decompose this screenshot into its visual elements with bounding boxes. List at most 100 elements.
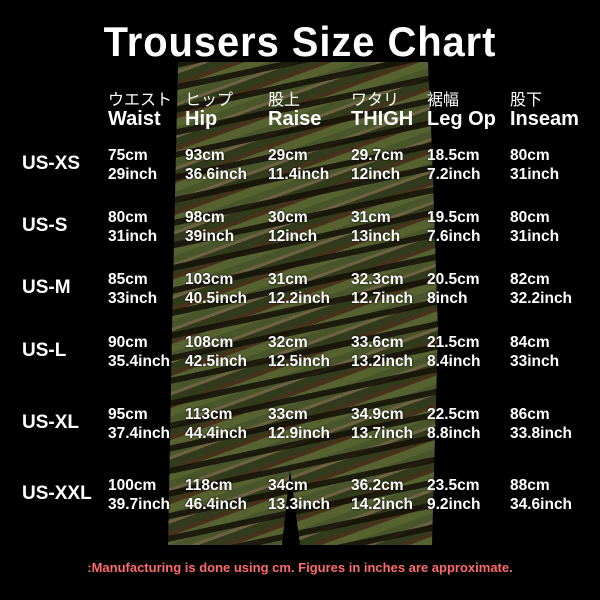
table-cell: 29cm 11.4inch xyxy=(268,146,329,184)
table-cell: 75cm 29inch xyxy=(108,146,157,184)
inch-value: 31inch xyxy=(510,166,560,183)
page-title: Trousers Size Chart xyxy=(103,18,497,65)
inch-value: 44.4inch xyxy=(185,425,248,442)
cm-value: 86cm xyxy=(510,406,550,423)
cm-value: 32.3cm xyxy=(351,271,404,288)
column-header: THIGH xyxy=(351,108,414,130)
table-cell: 23.5cm 9.2inch xyxy=(427,476,480,514)
table-cell: 19.5cm 7.6inch xyxy=(427,208,480,246)
inch-value: 14.2inch xyxy=(351,496,414,513)
inch-value: 35.4inch xyxy=(108,353,171,370)
table-cell: 85cm 33inch xyxy=(108,270,157,308)
inch-value: 13.3inch xyxy=(268,496,331,513)
inch-value: 12.2inch xyxy=(268,290,331,307)
column-header-jp: 股上 xyxy=(268,90,301,109)
inch-value: 32.2inch xyxy=(510,290,573,307)
size-label: US-XL xyxy=(22,412,79,433)
table-cell: 34.9cm 13.7inch xyxy=(351,405,413,443)
size-label: US-M xyxy=(22,277,71,298)
table-cell: 93cm 36.6inch xyxy=(185,146,247,184)
inch-value: 12inch xyxy=(268,228,318,245)
table-cell: 90cm 35.4inch xyxy=(108,333,170,371)
table-cell: 29.7cm 12inch xyxy=(351,146,404,184)
inch-value: 8.8inch xyxy=(427,425,481,442)
table-cell: 108cm 42.5inch xyxy=(185,333,247,371)
cm-value: 80cm xyxy=(510,147,550,164)
column-header: Leg Op xyxy=(427,108,496,130)
cm-value: 31cm xyxy=(351,209,391,226)
cm-value: 33.6cm xyxy=(351,334,404,351)
column-header-jp: 裾幅 xyxy=(427,90,460,109)
cm-value: 93cm xyxy=(185,147,225,164)
cm-value: 75cm xyxy=(108,147,148,164)
column-header-jp: ヒップ xyxy=(185,90,234,109)
inch-value: 33.8inch xyxy=(510,425,573,442)
cm-value: 31cm xyxy=(268,271,308,288)
inch-value: 39.7inch xyxy=(108,496,171,513)
cm-value: 95cm xyxy=(108,406,148,423)
cm-value: 22.5cm xyxy=(427,406,480,423)
cm-value: 90cm xyxy=(108,334,148,351)
table-cell: 18.5cm 7.2inch xyxy=(427,146,480,184)
inch-value: 36.6inch xyxy=(185,166,248,183)
table-cell: 80cm 31inch xyxy=(510,146,559,184)
cm-value: 85cm xyxy=(108,271,148,288)
size-label: US-XS xyxy=(22,153,81,174)
inch-value: 46.4inch xyxy=(185,496,248,513)
inch-value: 31inch xyxy=(510,228,560,245)
table-cell: 80cm 31inch xyxy=(108,208,157,246)
cm-value: 36.2cm xyxy=(351,477,404,494)
inch-value: 12.5inch xyxy=(268,353,331,370)
cm-value: 108cm xyxy=(185,334,234,351)
size-label: US-S xyxy=(22,215,68,236)
table-cell: 30cm 12inch xyxy=(268,208,317,246)
cm-value: 103cm xyxy=(185,271,234,288)
table-cell: 118cm 46.4inch xyxy=(185,476,247,514)
cm-value: 88cm xyxy=(510,477,550,494)
cm-value: 98cm xyxy=(185,209,225,226)
cm-value: 19.5cm xyxy=(427,209,480,226)
cm-value: 32cm xyxy=(268,334,308,351)
inch-value: 12.9inch xyxy=(268,425,331,442)
inch-value: 7.2inch xyxy=(427,166,481,183)
cm-value: 80cm xyxy=(108,209,148,226)
inch-value: 12inch xyxy=(351,166,401,183)
footnote: :Manufacturing is done using cm. Figures… xyxy=(87,560,513,575)
table-cell: 113cm 44.4inch xyxy=(185,405,247,443)
table-cell: 34cm 13.3inch xyxy=(268,476,330,514)
table-cell: 95cm 37.4inch xyxy=(108,405,170,443)
inch-value: 37.4inch xyxy=(108,425,171,442)
cm-value: 29.7cm xyxy=(351,147,404,164)
column-header-jp: ウエスト xyxy=(108,90,173,109)
column-header-jp: ワタリ xyxy=(351,90,400,109)
inch-value: 33inch xyxy=(108,290,158,307)
inch-value: 12.7inch xyxy=(351,290,414,307)
table-cell: 36.2cm 14.2inch xyxy=(351,476,413,514)
cm-value: 113cm xyxy=(185,406,233,423)
table-cell: 31cm 12.2inch xyxy=(268,270,330,308)
cm-value: 118cm xyxy=(185,477,233,494)
cm-value: 34.9cm xyxy=(351,406,404,423)
table-cell: 88cm 34.6inch xyxy=(510,476,572,514)
inch-value: 31inch xyxy=(108,228,158,245)
inch-value: 13.2inch xyxy=(351,353,414,370)
cm-value: 80cm xyxy=(510,209,550,226)
inch-value: 7.6inch xyxy=(427,228,481,245)
table-cell: 21.5cm 8.4inch xyxy=(427,333,480,371)
table-cell: 32cm 12.5inch xyxy=(268,333,330,371)
inch-value: 8inch xyxy=(427,290,468,307)
column-header: Waist xyxy=(108,108,161,130)
inch-value: 13inch xyxy=(351,228,401,245)
cm-value: 20.5cm xyxy=(427,271,480,288)
table-cell: 80cm 31inch xyxy=(510,208,559,246)
inch-value: 8.4inch xyxy=(427,353,481,370)
table-cell: 86cm 33.8inch xyxy=(510,405,572,443)
table-cell: 20.5cm 8inch xyxy=(427,270,480,308)
size-label: US-XXL xyxy=(22,483,92,504)
cm-value: 23.5cm xyxy=(427,477,480,494)
column-header: Inseam xyxy=(510,108,579,130)
table-cell: 33.6cm 13.2inch xyxy=(351,333,413,371)
table-cell: 32.3cm 12.7inch xyxy=(351,270,413,308)
table-cell: 98cm 39inch xyxy=(185,208,234,246)
table-cell: 82cm 32.2inch xyxy=(510,270,572,308)
